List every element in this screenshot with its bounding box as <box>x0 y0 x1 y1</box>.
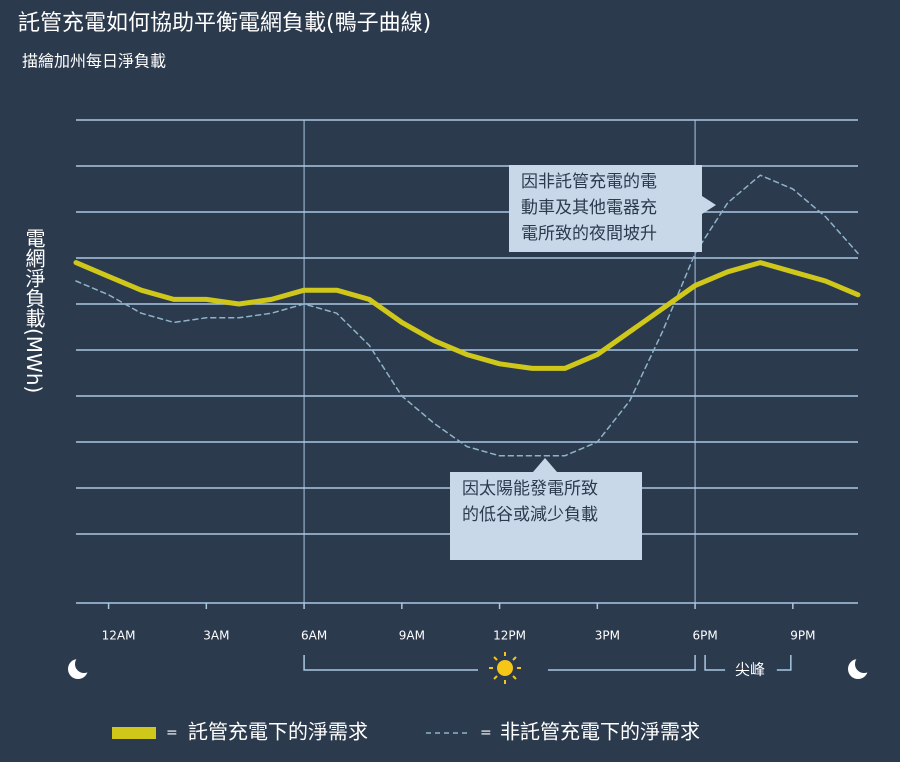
peak-bracket <box>704 655 792 671</box>
legend-label: 託管充電下的淨需求 <box>188 720 368 744</box>
legend-swatch <box>112 727 156 739</box>
moon-icon <box>68 655 93 679</box>
callout-text: 電所致的夜間坡升 <box>521 224 657 244</box>
x-tick-label: 3PM <box>595 629 620 643</box>
callout-text: 動車及其他電器充 <box>521 198 657 218</box>
callout-text: 因太陽能發電所致 <box>462 479 598 499</box>
x-tick-label: 12PM <box>493 629 526 643</box>
x-tick-label: 6PM <box>692 629 717 643</box>
day-bracket <box>303 655 696 671</box>
x-tick-label: 12AM <box>102 629 136 643</box>
series-line <box>73 260 861 371</box>
callout-box <box>450 472 642 560</box>
callout-box <box>509 165 702 252</box>
chart-subtitle: 描繪加州每日淨負載 <box>22 52 166 71</box>
x-tick-label: 9AM <box>399 629 425 643</box>
legend-symbol: = <box>166 725 178 741</box>
y-axis-label: 電網淨負載(MWh) <box>22 228 46 393</box>
peak-label: 尖峰 <box>735 661 765 679</box>
x-tick-label: 3AM <box>203 629 229 643</box>
moon-icon <box>848 655 873 679</box>
legend-symbol: = <box>480 725 492 741</box>
x-tick-label: 6AM <box>301 629 327 643</box>
legend-label: 非託管充電下的淨需求 <box>500 720 700 744</box>
callout-pointer <box>702 196 716 214</box>
callout-text: 的低谷或減少負載 <box>462 505 598 525</box>
callout-pointer <box>533 458 557 472</box>
callout-text: 因非託管充電的電 <box>521 172 657 192</box>
sun-icon <box>489 652 521 684</box>
x-tick-label: 9PM <box>790 629 815 643</box>
chart-title: 託管充電如何協助平衡電網負載(鴨子曲線) <box>18 11 431 36</box>
series-line <box>75 174 859 457</box>
